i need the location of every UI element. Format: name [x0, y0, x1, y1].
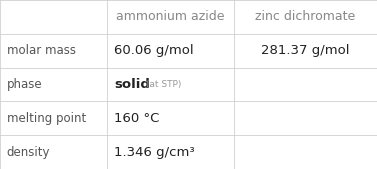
Text: density: density — [7, 146, 50, 159]
Text: 160 °C: 160 °C — [114, 112, 159, 125]
Text: 60.06 g/mol: 60.06 g/mol — [114, 44, 194, 57]
Text: 281.37 g/mol: 281.37 g/mol — [261, 44, 349, 57]
Text: phase: phase — [7, 78, 42, 91]
Text: solid: solid — [114, 78, 150, 91]
Text: 1.346 g/cm³: 1.346 g/cm³ — [114, 146, 195, 159]
Text: (at STP): (at STP) — [143, 80, 181, 89]
Text: zinc dichromate: zinc dichromate — [255, 10, 356, 23]
Text: molar mass: molar mass — [7, 44, 76, 57]
Text: ammonium azide: ammonium azide — [116, 10, 225, 23]
Text: melting point: melting point — [7, 112, 86, 125]
